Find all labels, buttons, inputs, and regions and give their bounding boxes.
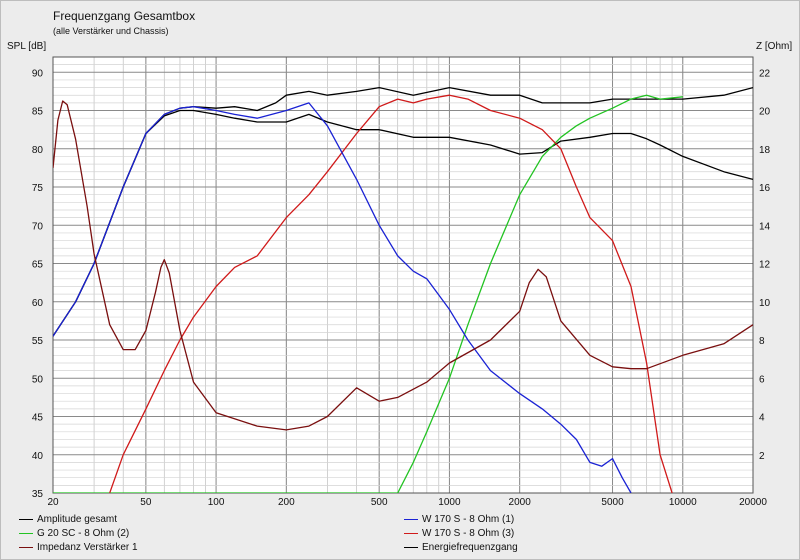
y-left-tick-label: 75 [32, 183, 44, 194]
y-right-tick-label: 16 [759, 183, 771, 194]
y-right-tick-label: 4 [759, 413, 765, 424]
y-left-tick-label: 85 [32, 107, 44, 118]
legend-item-amplitude: Amplitude gesamt [19, 512, 117, 526]
y-right-tick-label: 2 [759, 451, 765, 462]
legend-swatch [404, 546, 418, 548]
y-left-tick-label: 65 [32, 260, 44, 271]
y-left-tick-label: 80 [32, 145, 44, 156]
legend-label: W 170 S - 8 Ohm (3) [422, 527, 515, 539]
y-right-tick-label: 12 [759, 260, 771, 271]
legend-label: Impedanz Verstärker 1 [37, 541, 138, 553]
x-tick-label: 20000 [739, 497, 767, 508]
y-right-tick-label: 20 [759, 107, 771, 118]
legend-swatch [404, 518, 418, 520]
legend-label: W 170 S - 8 Ohm (1) [422, 513, 515, 525]
chart-title: Frequenzgang Gesamtbox [53, 9, 195, 23]
y-left-tick-label: 45 [32, 413, 44, 424]
series-line-impedanz-verst-rker-1 [53, 100, 753, 431]
legend-item-g20sc: G 20 SC - 8 Ohm (2) [19, 526, 129, 540]
x-tick-label: 20 [47, 497, 59, 508]
frequency-response-chart: Frequenzgang Gesamtbox (alle Verstärker … [7, 9, 792, 508]
y-left-tick-label: 40 [32, 451, 44, 462]
x-tick-label: 500 [371, 497, 388, 508]
y-right-tick-label: 10 [759, 298, 771, 309]
y-right-tick-label: 6 [759, 374, 765, 385]
series-line-w-170-s-8-ohm-3 [109, 94, 673, 493]
series-line-energiefrequenzgang [53, 109, 753, 337]
y-left-tick-label: 70 [32, 221, 44, 232]
y-right-tick-label: 8 [759, 336, 765, 347]
legend-swatch [19, 532, 33, 534]
y-axis-right-label: Z [Ohm] [756, 41, 792, 52]
y-axis-left-label: SPL [dB] [7, 41, 46, 52]
x-tick-label: 50 [140, 497, 152, 508]
legend-swatch [19, 546, 33, 548]
legend-label: Amplitude gesamt [37, 513, 118, 525]
y-left-tick-label: 90 [32, 68, 44, 79]
y-left-tick-label: 50 [32, 374, 44, 385]
x-tick-label: 2000 [509, 497, 532, 508]
y-right-tick-label: 18 [759, 145, 771, 156]
y-right-tick-label: 14 [759, 221, 771, 232]
legend-label: G 20 SC - 8 Ohm (2) [37, 527, 130, 539]
chart-subtitle: (alle Verstärker und Chassis) [53, 26, 169, 36]
x-tick-label: 1000 [438, 497, 461, 508]
plot-border [52, 56, 754, 494]
legend-item-energie: Energiefrequenzgang [404, 540, 518, 554]
series-line-w-170-s-8-ohm-1 [53, 102, 632, 493]
y-right-tick-label: 22 [759, 68, 771, 79]
x-tick-label: 10000 [669, 497, 697, 508]
series-line-g-20-sc-8-ohm-2 [53, 94, 683, 493]
x-tick-label: 200 [278, 497, 295, 508]
legend-swatch [404, 532, 418, 534]
legend-item-impedanz: Impedanz Verstärker 1 [19, 540, 138, 554]
legend-item-w170-1: W 170 S - 8 Ohm (1) [404, 512, 514, 526]
x-tick-label: 5000 [601, 497, 624, 508]
legend-item-w170-3: W 170 S - 8 Ohm (3) [404, 526, 514, 540]
y-left-tick-label: 35 [32, 489, 44, 500]
y-left-tick-label: 55 [32, 336, 44, 347]
legend: Amplitude gesamt G 20 SC - 8 Ohm (2) Imp… [19, 512, 779, 558]
legend-label: Energiefrequenzgang [422, 541, 518, 553]
y-left-tick-label: 60 [32, 298, 44, 309]
plot-area: 20 50 100 200 500 1000 2000 5000 10000 20000 35 40 4… [32, 56, 771, 508]
x-tick-label: 100 [208, 497, 225, 508]
legend-swatch [19, 518, 33, 520]
